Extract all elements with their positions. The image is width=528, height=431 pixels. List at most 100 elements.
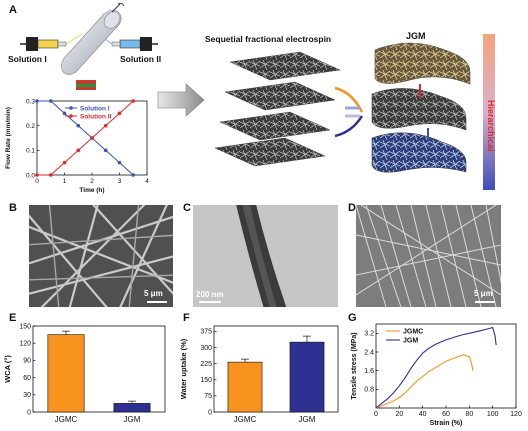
data-point — [90, 136, 94, 140]
plot-frame — [32, 325, 166, 413]
data-point — [131, 173, 136, 177]
panel-label-d: D — [348, 202, 356, 214]
x-tick-label: 20 — [395, 411, 403, 418]
data-point — [35, 99, 39, 103]
tem-image-fiber: 200 nm — [193, 205, 338, 307]
y-axis-label: Tensile stress (MPa) — [351, 332, 358, 399]
panel-label-f: F — [183, 312, 190, 324]
legend-marker — [69, 106, 73, 110]
y-axis-label: Flow Rate (mm/min) — [5, 107, 12, 169]
y-tick-label: 0.8 — [364, 387, 374, 394]
x-tick-label: 40 — [419, 411, 427, 418]
y-axis-label: Water uptake (%) — [179, 338, 188, 399]
y-tick-label: 375 — [200, 329, 212, 336]
x-tick-label: 120 — [510, 411, 522, 418]
data-point — [103, 123, 108, 128]
y-tick-label: 0.3 — [26, 98, 35, 105]
y-tick-label: 120 — [19, 341, 31, 348]
panel-label-e: E — [9, 312, 17, 324]
x-tick-label: 3 — [118, 178, 122, 185]
x-tick-label: 60 — [442, 411, 450, 418]
syringe-right-icon — [111, 37, 158, 51]
solution-1-label: Solution I — [8, 54, 47, 64]
data-point — [117, 111, 122, 116]
bar-jgmc — [227, 361, 263, 413]
process-arrow-icon — [157, 83, 205, 117]
y-tick-label: 1.6 — [364, 368, 374, 375]
y-tick-label: 0.0 — [26, 172, 35, 179]
y-tick-label: 150 — [19, 323, 31, 330]
series-line-jgm — [375, 326, 497, 409]
hierarchical-gradient-bar — [483, 34, 495, 190]
scale-bar-b: 5 μm — [144, 289, 163, 298]
series-line-1 — [37, 100, 134, 176]
y-tick-label: 225 — [200, 361, 212, 368]
series-line-jgmc — [375, 354, 474, 409]
data-point — [48, 173, 53, 177]
y-tick-label: 0 — [208, 409, 212, 416]
y-tick-label: 150 — [200, 377, 212, 384]
rotating-drum-icon — [61, 2, 125, 75]
scale-bar-d: 5 μm — [474, 289, 493, 298]
x-tick-label: 0 — [374, 411, 378, 418]
x-tick-label: 0 — [35, 178, 39, 185]
flow-rate-chart: 0.0 0.1 0.2 0.3 0 1 2 3 4 Flow Rate (mm/min) Time … — [5, 98, 149, 194]
category-label: JGM — [124, 415, 141, 424]
fiber-layers-stack — [214, 51, 341, 167]
category-label: JGMC — [234, 415, 257, 424]
electrospin-schematic — [20, 2, 495, 190]
panel-label-b: B — [9, 202, 17, 214]
data-point — [76, 148, 81, 153]
y-tick-label: 75 — [204, 393, 212, 400]
syringe-left-icon — [20, 37, 67, 51]
y-tick-label: 0 — [27, 409, 31, 416]
panel-label-c: C — [183, 202, 191, 214]
category-label: JGMC — [55, 415, 78, 424]
collector-base-icon — [76, 80, 96, 90]
y-tick-label: 2.4 — [364, 349, 374, 356]
y-tick-label: 90 — [23, 358, 31, 365]
x-tick-label: 4 — [145, 178, 149, 185]
water-uptake-bar-chart: 0 75 150 225 300 375 Water uptake (%) JGMC JGM — [179, 325, 339, 424]
data-point — [76, 123, 81, 128]
jgm-label: JGM — [406, 31, 426, 41]
solution-2-label: Solution II — [120, 54, 162, 64]
legend-entry: JGM — [403, 338, 418, 345]
legend-entry: JGMC — [403, 329, 423, 336]
panel-label-g: G — [348, 312, 357, 324]
data-point — [62, 160, 67, 165]
sem-image-jgmc: 5 μm — [29, 205, 173, 307]
x-tick-label: 80 — [465, 411, 473, 418]
jgm-hierarchical-structure — [371, 42, 471, 173]
x-tick-label: 100 — [487, 411, 499, 418]
legend-marker — [69, 114, 73, 118]
process-title: Sequetial fractional electrospin — [205, 34, 332, 44]
panel-label-a: A — [9, 4, 17, 16]
x-axis-label: Time (h) — [79, 187, 104, 194]
x-tick-label: 2 — [90, 178, 94, 185]
y-tick-label: 300 — [200, 345, 212, 352]
data-point — [62, 111, 67, 116]
legend-entry: Solution II — [80, 113, 112, 120]
data-point — [117, 160, 122, 165]
wca-bar-chart: 0 30 60 90 120 150 WCA (°) JGMC JGM — [3, 323, 166, 424]
data-point — [103, 148, 108, 153]
bar-jgmc — [47, 334, 85, 413]
hierarchical-label: Hierarchical — [486, 100, 496, 152]
y-tick-label: 0.2 — [26, 123, 35, 130]
scale-bar-c: 200 nm — [196, 290, 224, 299]
data-point — [35, 173, 39, 177]
data-point — [131, 99, 136, 103]
x-tick-label: 1 — [63, 178, 67, 185]
bar-jgm — [289, 341, 325, 413]
y-tick-label: 30 — [23, 392, 31, 399]
y-axis-label: WCA (°) — [3, 355, 12, 383]
series-line-0 — [37, 100, 134, 176]
bar-jgm — [113, 403, 151, 413]
y-tick-label: 3.2 — [364, 331, 374, 338]
y-tick-label: 0.1 — [26, 148, 35, 155]
category-label: JGM — [299, 415, 316, 424]
x-axis-label: Strain (%) — [430, 420, 463, 427]
tensile-stress-chart: 0.8 1.6 2.4 3.2 0 20 40 60 80 100 120 Tensile stres… — [351, 323, 522, 427]
y-tick-label: 60 — [23, 375, 31, 382]
